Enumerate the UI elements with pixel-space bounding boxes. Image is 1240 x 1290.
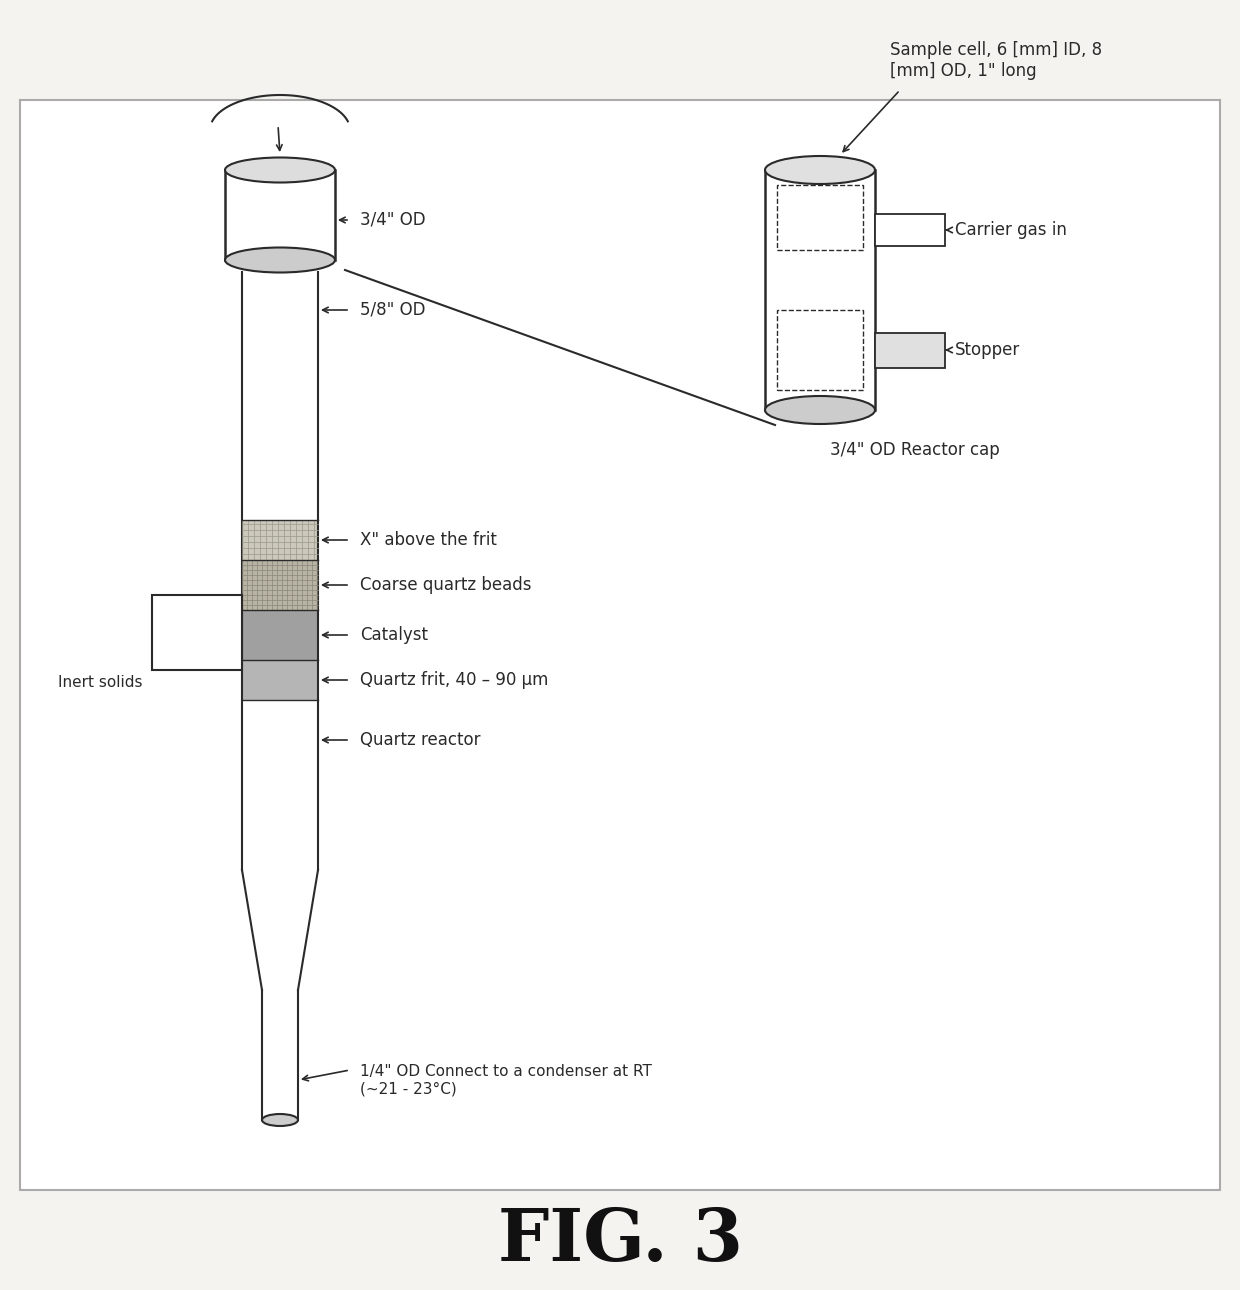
Bar: [242, 560, 317, 610]
Ellipse shape: [262, 1115, 298, 1126]
Text: Inert solids: Inert solids: [57, 675, 143, 690]
Bar: [242, 520, 317, 560]
Text: Quartz frit, 40 – 90 μm: Quartz frit, 40 – 90 μm: [360, 671, 548, 689]
Bar: [153, 595, 242, 670]
Bar: [875, 214, 945, 246]
Text: 3/4" OD Reactor cap: 3/4" OD Reactor cap: [830, 441, 999, 459]
Bar: [20, 101, 1220, 1189]
Ellipse shape: [765, 396, 875, 424]
Text: Sample cell, 6 [mm] ID, 8
[mm] OD, 1" long: Sample cell, 6 [mm] ID, 8 [mm] OD, 1" lo…: [890, 41, 1102, 80]
Bar: [777, 184, 863, 250]
Text: Carrier gas in: Carrier gas in: [955, 221, 1066, 239]
Bar: [242, 660, 317, 700]
Text: FIG. 3: FIG. 3: [497, 1205, 743, 1276]
Bar: [242, 272, 317, 869]
Text: X" above the frit: X" above the frit: [360, 531, 497, 550]
Bar: [224, 170, 335, 261]
Text: 1/4" OD Connect to a condenser at RT
(~21 - 23°C): 1/4" OD Connect to a condenser at RT (~2…: [360, 1064, 652, 1096]
Ellipse shape: [765, 156, 875, 184]
Text: 3/4" OD: 3/4" OD: [360, 212, 425, 230]
Bar: [765, 170, 875, 410]
Text: Quartz reactor: Quartz reactor: [360, 731, 481, 749]
Bar: [875, 333, 945, 368]
Text: 5/8" OD: 5/8" OD: [360, 301, 425, 319]
Bar: [777, 310, 863, 390]
Text: Coarse quartz beads: Coarse quartz beads: [360, 577, 532, 593]
Bar: [262, 989, 298, 1120]
Text: Stopper: Stopper: [955, 341, 1021, 359]
Bar: [242, 610, 317, 660]
Ellipse shape: [224, 248, 335, 272]
Polygon shape: [242, 869, 317, 989]
Text: Catalyst: Catalyst: [360, 626, 428, 644]
Ellipse shape: [224, 157, 335, 182]
